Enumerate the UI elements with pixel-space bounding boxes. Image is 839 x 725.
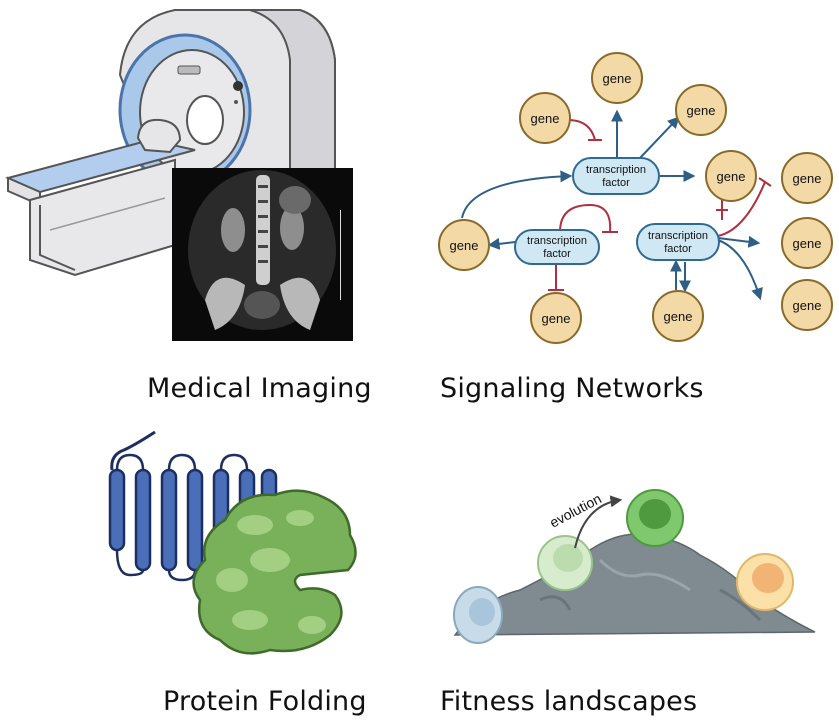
fitness-landscape-illustration: evolution: [453, 489, 816, 644]
cell-low-fitness: [453, 586, 503, 644]
tf-node: [636, 223, 720, 261]
signaling-network-diagram: gene gene gene gene gene gene gene gene …: [438, 52, 833, 344]
ct-scan-anatomy: [188, 170, 341, 330]
gene-node: [675, 84, 727, 136]
signaling-networks-caption: Signaling Networks: [440, 373, 704, 404]
mri-table-base: [29, 158, 176, 277]
mri-button: [233, 81, 243, 91]
cell-mid-fitness: [537, 535, 593, 591]
edge-tf-right-to-gene-inhibit: [717, 181, 766, 237]
edge-tf-left-to-gene-left: [487, 237, 516, 250]
medical-imaging-caption: Medical Imaging: [147, 373, 372, 404]
gene-label: gene: [793, 171, 822, 186]
mri-head-rest: [136, 118, 182, 154]
fitness-landscapes-panel: evolution: [435, 470, 835, 670]
tf-label-line1: transcription: [527, 235, 587, 247]
tf-labels: transcription factor transcription facto…: [527, 164, 708, 260]
folded-protein-blob: [192, 489, 357, 655]
gene-node: [781, 279, 833, 331]
protein-surface-shading: [216, 510, 326, 634]
gene-label: gene: [603, 71, 632, 86]
cell-side-fitness: [736, 553, 794, 611]
edge-tf-top-upright: [639, 116, 680, 159]
edge-tf-right-to-gene-mid: [717, 235, 761, 248]
protein-folding-panel: [90, 425, 380, 665]
gene-nodes: [438, 52, 833, 344]
gene-node: [591, 52, 643, 104]
medical-imaging-panel: [0, 0, 400, 360]
gene-node: [519, 92, 571, 144]
gene-label: gene: [542, 311, 571, 326]
tf-label-line1: transcription: [648, 230, 708, 242]
gene-label: gene: [793, 298, 822, 313]
gene-node: [438, 219, 490, 271]
edge-gene-to-tf-inhibit: [567, 119, 596, 141]
tf-label-line2: factor: [602, 177, 630, 189]
gene-labels: gene gene gene gene gene gene gene gene …: [450, 71, 822, 326]
edge-tf-left-self-inhibit: [559, 203, 612, 233]
mri-bore: [186, 95, 224, 145]
tf-label-line2: factor: [664, 243, 692, 255]
gene-label: gene: [450, 238, 479, 253]
gene-node: [705, 150, 757, 202]
tf-node: [572, 157, 660, 195]
transcription-factor-nodes: [514, 157, 720, 265]
gene-node: [530, 292, 582, 344]
edge-tf-right-to-gene-bottom: [717, 239, 763, 301]
gene-node: [652, 290, 704, 342]
protein-folding-illustration: [108, 430, 357, 655]
gene-label: gene: [687, 103, 716, 118]
gene-node: [781, 217, 833, 269]
tf-node: [514, 229, 600, 265]
gene-label: gene: [531, 111, 560, 126]
signaling-networks-panel: gene gene gene gene gene gene gene gene …: [420, 40, 839, 360]
fitness-landscapes-caption: Fitness landscapes: [440, 686, 698, 717]
gene-node: [781, 152, 833, 204]
protein-folding-caption: Protein Folding: [163, 686, 367, 717]
gene-label: gene: [793, 236, 822, 251]
tf-label-line1: transcription: [586, 164, 646, 176]
edge-gene-left-to-tf-top: [461, 170, 573, 219]
cell-peak-fitness: [626, 489, 684, 547]
gene-label: gene: [664, 309, 693, 324]
evolution-arrow: [574, 495, 623, 549]
mri-illustration: [4, 9, 353, 341]
tf-label-line2: factor: [543, 248, 571, 260]
gene-label: gene: [717, 169, 746, 184]
mri-panel-slot: [177, 65, 201, 75]
